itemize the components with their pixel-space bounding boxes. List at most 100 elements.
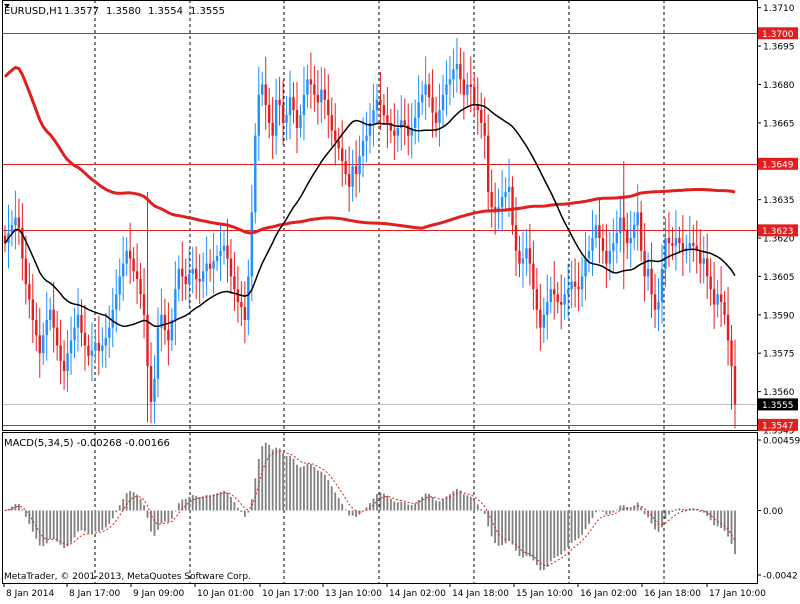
candle (486, 114, 490, 212)
macd-bar (730, 510, 733, 544)
macd-bar (84, 510, 86, 532)
macd-bar (129, 491, 132, 511)
macd-signal-line (4, 450, 736, 567)
candle (188, 248, 191, 307)
macd-bar (11, 506, 13, 511)
candle (525, 228, 528, 276)
macd-bar (160, 510, 163, 524)
macd-bar (459, 490, 462, 511)
macd-bar (685, 509, 688, 511)
candle (681, 215, 685, 277)
candle (35, 302, 38, 351)
macd-bar (250, 499, 253, 511)
candle (76, 288, 80, 352)
macd-bar (35, 510, 38, 539)
level-price-label: 1.3623 (762, 227, 794, 237)
current-price-tag (758, 398, 798, 411)
macd-bar (563, 510, 566, 552)
candle (688, 215, 692, 273)
candle (135, 243, 139, 305)
candle (535, 268, 539, 329)
candle (549, 276, 552, 314)
candle (299, 104, 302, 138)
candle (438, 83, 441, 147)
macd-bar (337, 497, 340, 511)
candle (674, 210, 678, 271)
macd-bar (681, 508, 684, 511)
macd-bar (348, 510, 351, 516)
macd-bar (282, 453, 284, 511)
candle (539, 283, 542, 351)
macd-bar (615, 509, 618, 511)
macd-bar (567, 510, 570, 548)
macd-bar (574, 510, 576, 541)
candle (612, 218, 615, 274)
macd-bar (584, 510, 587, 530)
candle (664, 217, 667, 287)
candle (174, 261, 177, 346)
macd-bar (720, 510, 722, 529)
macd-bar (289, 455, 291, 511)
macd-bar (396, 502, 399, 511)
level-price-label: 1.3547 (762, 421, 794, 431)
candle (379, 71, 382, 131)
macd-bar (303, 466, 305, 511)
candle (615, 210, 619, 264)
macd-bar (125, 493, 128, 511)
candle (396, 109, 400, 153)
macd-bar (727, 510, 729, 537)
macd-bar (657, 510, 660, 532)
candle (410, 102, 413, 159)
ohlc-open: 1.3577 (64, 6, 99, 17)
candle (59, 319, 62, 385)
macd-bar (442, 499, 444, 511)
macd-bar (73, 510, 76, 538)
candle (344, 149, 347, 185)
macd-bar (469, 496, 472, 511)
candle (431, 69, 434, 138)
macd-bar (636, 502, 639, 511)
candle (702, 236, 705, 284)
candle (226, 219, 229, 283)
macd-bar (393, 501, 396, 511)
candle (480, 92, 483, 139)
time-tick-label: 10 Jan 17:00 (262, 589, 319, 599)
main-panel-frame (2, 0, 758, 431)
candle (393, 103, 396, 161)
candle (709, 257, 712, 306)
macd-bar (94, 510, 97, 532)
macd-bar (143, 505, 145, 511)
macd-bar (595, 510, 597, 513)
macd-bar (671, 510, 674, 513)
candle (692, 225, 695, 262)
macd-bar (612, 510, 615, 513)
moving-average-fast (4, 103, 736, 328)
price-tick-label: 1.3575 (763, 350, 795, 360)
macd-bar (706, 510, 709, 517)
macd-bar (188, 496, 191, 511)
macd-bar (181, 499, 184, 511)
candle (153, 355, 156, 424)
candle (128, 222, 132, 284)
candle (521, 231, 525, 288)
candle (10, 210, 14, 247)
macd-bar (334, 492, 337, 511)
macd-bar (56, 510, 59, 542)
candle (427, 73, 431, 108)
candle (705, 233, 709, 299)
macd-bar (410, 504, 413, 511)
macd-bar (678, 508, 681, 511)
candle (507, 158, 511, 218)
candle (372, 83, 375, 147)
candle (584, 231, 587, 301)
macd-bar (87, 510, 90, 534)
chart-menu-triangle-icon[interactable] (4, 4, 10, 8)
candle (184, 258, 187, 301)
macd-bar (285, 456, 288, 511)
candle (577, 262, 580, 312)
macd-bar (115, 510, 118, 513)
price-tick-label: 1.3605 (763, 273, 795, 283)
macd-bar (49, 510, 52, 540)
